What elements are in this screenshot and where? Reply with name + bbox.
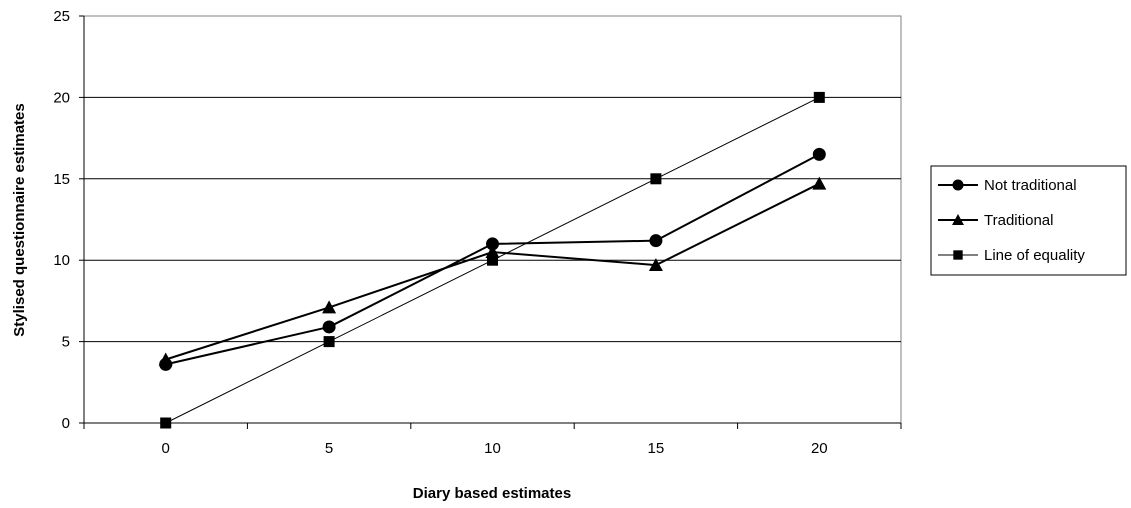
x-tick-label: 15 — [648, 440, 665, 457]
legend-label-traditional: Traditional — [984, 212, 1053, 229]
y-axis: 0 5 10 15 20 25 — [53, 8, 85, 432]
data-point-not-traditional — [649, 234, 663, 248]
legend: Not traditional Traditional Line of equali… — [930, 165, 1127, 276]
plot-area — [83, 15, 902, 424]
data-point-line-of-equality — [813, 91, 825, 103]
legend-marker-traditional — [952, 214, 964, 226]
x-tick-label: 5 — [325, 440, 333, 457]
y-axis-title: Stylised questionnaire estimates — [11, 103, 28, 336]
data-point-line-of-equality — [487, 254, 498, 266]
y-tick-label: 15 — [53, 171, 70, 188]
data-point-line-of-equality — [650, 173, 662, 185]
data-point-line-of-equality — [323, 336, 335, 348]
legend-marker-line-of-equality — [953, 250, 963, 260]
legend-label-line-of-equality: Line of equality — [984, 247, 1085, 264]
x-axis: 0 5 10 15 20 — [83, 422, 902, 457]
y-tick-label: 10 — [53, 252, 70, 269]
data-point-traditional — [812, 176, 827, 190]
x-axis-title: Diary based estimates — [413, 485, 571, 502]
data-point-traditional — [648, 258, 663, 272]
x-tick-label: 0 — [162, 440, 170, 457]
legend-label-not-traditional: Not traditional — [984, 177, 1077, 194]
x-tick-label: 10 — [484, 440, 501, 457]
data-point-not-traditional — [812, 147, 826, 161]
y-tick-label: 5 — [62, 334, 70, 351]
series-markers — [158, 91, 827, 429]
y-tick-label: 0 — [62, 415, 70, 432]
gridlines — [84, 96, 901, 343]
data-point-traditional — [322, 300, 337, 314]
data-point-not-traditional — [322, 320, 336, 334]
data-point-traditional — [158, 352, 173, 366]
data-point-line-of-equality — [160, 417, 172, 429]
y-tick-label: 25 — [53, 8, 70, 25]
y-tick-label: 20 — [53, 89, 70, 106]
x-tick-label: 20 — [811, 440, 828, 457]
data-point-not-traditional — [486, 237, 499, 251]
legend-marker-not-traditional — [952, 179, 964, 191]
